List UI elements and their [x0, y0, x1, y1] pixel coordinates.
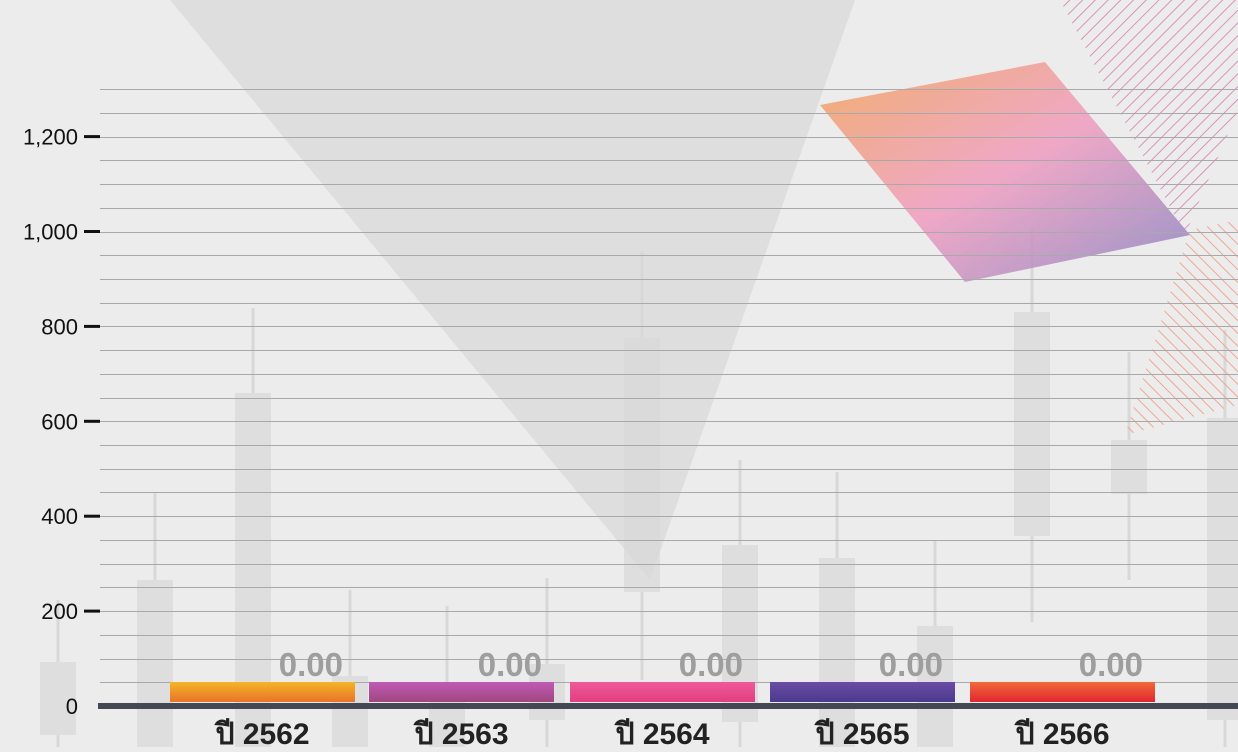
y-tick-label: 0 [66, 694, 78, 719]
bar-value-label: 0.00 [279, 646, 343, 683]
bar [770, 682, 955, 702]
bar [369, 682, 554, 702]
category-label: ปี 2564 [614, 718, 710, 747]
category-label: ปี 2566 [1014, 718, 1110, 747]
category-label: ปี 2562 [214, 718, 310, 747]
y-tick-label: 600 [41, 409, 78, 434]
y-tick-label: 800 [41, 314, 78, 339]
category-label: ปี 2565 [814, 718, 910, 747]
grey-triangle-shape [170, 0, 855, 580]
bar-value-label: 0.00 [879, 646, 943, 683]
candle-body [1207, 418, 1238, 720]
gradient-parallelogram-shape [820, 62, 1190, 282]
y-tick-label: 200 [41, 599, 78, 624]
gridlines [100, 89, 1238, 683]
y-tick-label: 1,000 [23, 220, 78, 245]
bar [170, 682, 355, 702]
bar [970, 682, 1155, 702]
candle-body [137, 580, 173, 747]
hatched-shape-right [1125, 220, 1238, 435]
bar-value-label: 0.00 [1079, 646, 1143, 683]
bar-value-label: 0.00 [478, 646, 542, 683]
bars: 0.00 0.00 0.00 0.00 0.00 [170, 646, 1155, 702]
y-tick-label: 400 [41, 504, 78, 529]
candle-body [40, 662, 76, 735]
category-label: ปี 2563 [413, 718, 509, 747]
hatched-shape-top [1060, 0, 1238, 235]
decorative-background [40, 0, 1238, 747]
bar-value-label: 0.00 [679, 646, 743, 683]
y-tick-label: 1,200 [23, 125, 78, 150]
candle-body [1111, 440, 1147, 494]
bar [570, 682, 755, 702]
candle-body [1014, 312, 1050, 536]
y-axis: 1,200 1,000 800 600 400 200 0 [23, 125, 100, 719]
x-axis-labels: ปี 2562 ปี 2563 ปี 2564 ปี 2565 ปี 2566 [214, 718, 1110, 751]
candle-body [819, 558, 855, 747]
